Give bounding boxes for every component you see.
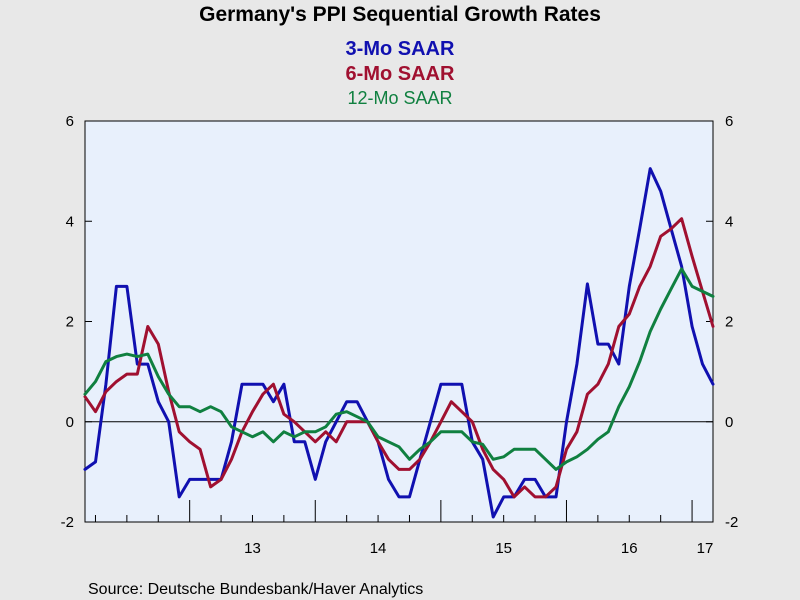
series-line-12mo xyxy=(83,267,715,471)
x-tick-label: 17 xyxy=(697,540,714,557)
x-tick-label: 15 xyxy=(495,540,512,557)
series-layer xyxy=(83,167,715,519)
y-tick-label-right: 4 xyxy=(725,213,733,230)
x-tick-label: 14 xyxy=(370,540,387,557)
x-axis: 13 14 15 16 17 xyxy=(94,500,714,557)
y-axis-left: -2 0 2 4 6 xyxy=(61,113,92,531)
legend-series-6mo: 6-Mo SAAR xyxy=(346,63,455,85)
y-tick-label-left: -2 xyxy=(61,514,74,531)
y-tick-label-left: 6 xyxy=(66,113,74,130)
y-tick-label-right: 0 xyxy=(725,414,733,431)
series-line-3mo xyxy=(83,167,715,519)
y-tick-label-left: 4 xyxy=(66,213,74,230)
y-tick-label-right: -2 xyxy=(725,514,738,531)
legend-series-3mo: 3-Mo SAAR xyxy=(346,38,455,60)
y-tick-label-right: 2 xyxy=(725,314,733,331)
y-tick-label-right: 6 xyxy=(725,113,733,130)
source-note: Source: Deutsche Bundesbank/Haver Analyt… xyxy=(88,581,423,598)
x-tick-label: 13 xyxy=(244,540,261,557)
plot-area xyxy=(84,120,714,523)
y-tick-label-left: 2 xyxy=(66,314,74,331)
y-tick-label-left: 0 xyxy=(66,414,74,431)
x-tick-label: 16 xyxy=(621,540,638,557)
chart-title: Germany's PPI Sequential Growth Rates xyxy=(199,3,601,26)
legend-series-12mo: 12-Mo SAAR xyxy=(347,88,452,108)
series-line-6mo xyxy=(83,217,715,499)
